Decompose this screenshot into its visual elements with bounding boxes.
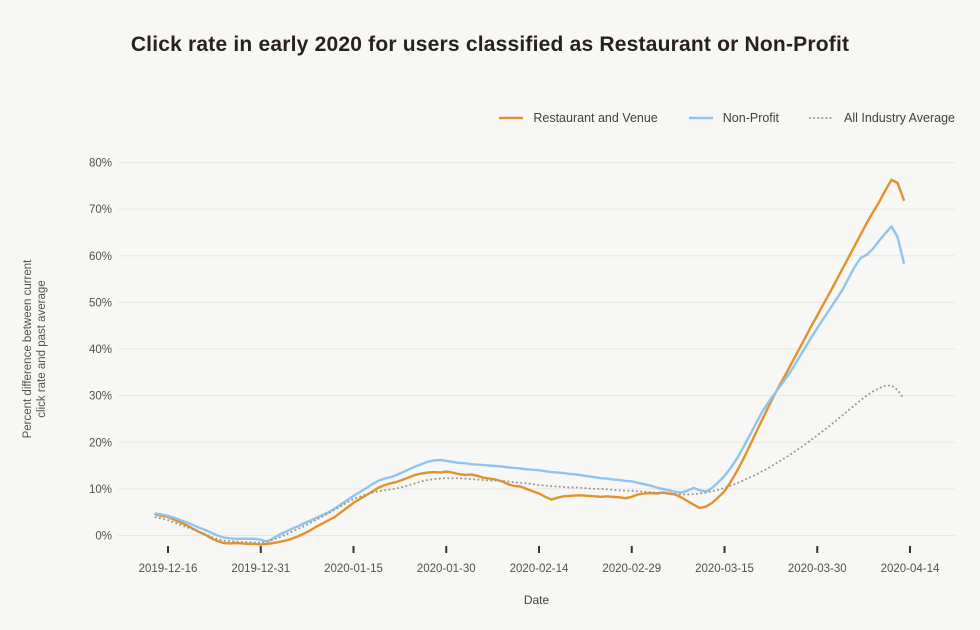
y-tick-label: 50% bbox=[89, 297, 112, 309]
x-tick-label: 2020-01-15 bbox=[324, 563, 383, 575]
y-tick-label: 0% bbox=[95, 531, 112, 543]
x-axis-title: Date bbox=[523, 593, 550, 607]
x-tick-label: 2019-12-16 bbox=[139, 563, 198, 575]
chart-title: Click rate in early 2020 for users class… bbox=[130, 33, 850, 56]
y-tick-label: 60% bbox=[89, 251, 112, 263]
legend-swatch-solid-blue-icon bbox=[688, 116, 713, 120]
legend-label: Non-Profit bbox=[722, 111, 780, 125]
legend-swatch-dotted-gray-icon bbox=[809, 117, 836, 119]
y-tick-label: 70% bbox=[89, 204, 112, 216]
x-tick-label: 2020-03-15 bbox=[695, 563, 754, 575]
x-tick-label: 2020-03-30 bbox=[788, 563, 847, 575]
x-tick-label: 2020-04-14 bbox=[881, 563, 940, 575]
series-line-all-industry-average bbox=[154, 384, 905, 544]
legend-swatch-solid-orange-icon bbox=[499, 116, 524, 120]
legend-item-non-profit[interactable]: Non-Profit bbox=[688, 111, 779, 125]
x-tick-label: 2020-02-29 bbox=[602, 563, 661, 575]
legend: Restaurant and Venue Non-Profit All Indu… bbox=[498, 111, 955, 125]
legend-label: All Industry Average bbox=[844, 111, 955, 125]
y-tick-label: 20% bbox=[89, 437, 112, 449]
x-tick-label: 2020-02-14 bbox=[510, 563, 569, 575]
y-tick-label: 30% bbox=[89, 391, 112, 403]
x-tick-label: 2019-12-31 bbox=[231, 563, 290, 575]
y-tick-label: 40% bbox=[89, 344, 112, 356]
legend-item-restaurant-and-venue[interactable]: Restaurant and Venue bbox=[498, 111, 658, 125]
y-tick-label: 80% bbox=[89, 158, 112, 170]
series-line-restaurant-and-venue bbox=[154, 178, 905, 546]
y-tick-label: 10% bbox=[89, 484, 112, 496]
legend-item-all-industry-average[interactable]: All Industry Average bbox=[809, 111, 955, 125]
series-line-non-profit bbox=[154, 225, 905, 543]
x-tick-label: 2020-01-30 bbox=[417, 563, 476, 575]
legend-label: Restaurant and Venue bbox=[533, 111, 658, 125]
